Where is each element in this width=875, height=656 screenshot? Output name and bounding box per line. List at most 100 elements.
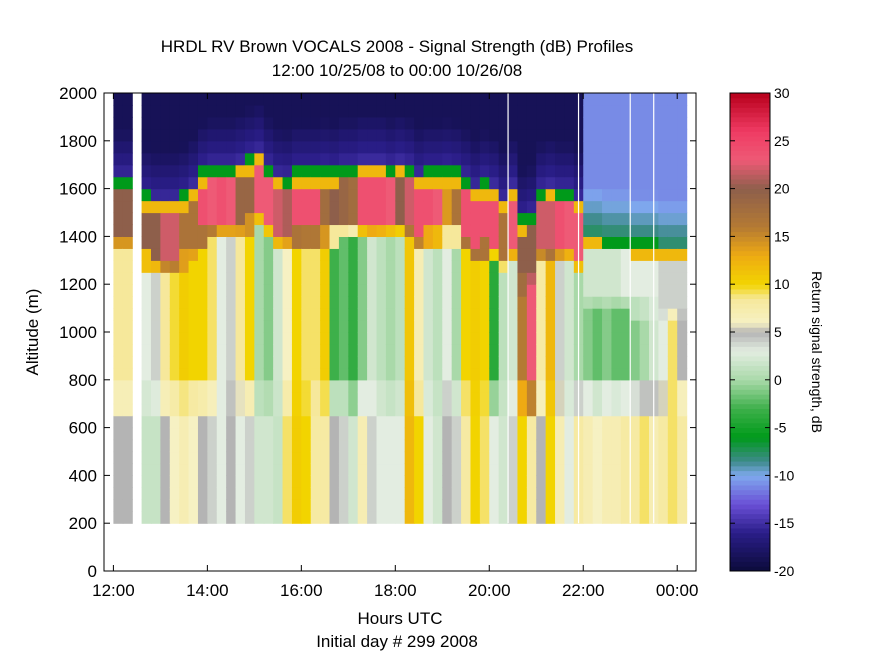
colorbar-cell <box>730 212 770 218</box>
heatmap-cell <box>404 272 415 285</box>
heatmap-cell <box>329 93 340 106</box>
heatmap-cell <box>301 463 312 476</box>
heatmap-cell <box>122 272 133 285</box>
colorbar-cell <box>730 341 770 347</box>
heatmap-cell <box>169 260 180 273</box>
heatmap-cell <box>207 308 218 321</box>
heatmap-cell <box>479 367 490 381</box>
heatmap-cell <box>310 260 321 273</box>
heatmap-cell <box>244 248 255 261</box>
heatmap-cell <box>423 320 434 333</box>
heatmap-cell <box>451 260 462 273</box>
heatmap-cell <box>592 320 603 333</box>
heatmap-cell <box>545 164 556 178</box>
colorbar-cell <box>730 284 770 290</box>
heatmap-cell <box>348 248 359 261</box>
heatmap-cell <box>357 164 368 178</box>
heatmap-cell <box>235 224 246 237</box>
heatmap-cell <box>423 391 434 405</box>
heatmap-cell <box>526 284 537 297</box>
heatmap-cell <box>611 140 622 154</box>
heatmap-cell <box>122 296 133 309</box>
heatmap-cell <box>498 104 509 118</box>
heatmap-cell <box>150 236 161 249</box>
heatmap-cell <box>592 236 603 249</box>
heatmap-cell <box>498 140 509 154</box>
heatmap-cell <box>376 415 387 429</box>
heatmap-cell <box>667 200 678 214</box>
heatmap-cell <box>526 116 537 130</box>
heatmap-cell <box>291 272 302 285</box>
heatmap-cell <box>179 128 190 142</box>
heatmap-cell <box>555 343 566 357</box>
heatmap-cell <box>498 272 509 285</box>
heatmap-cell <box>442 320 453 333</box>
heatmap-cell <box>188 248 199 261</box>
heatmap-cell <box>602 104 613 118</box>
heatmap-cell <box>113 248 124 261</box>
heatmap-cell <box>385 379 396 393</box>
heatmap-cell <box>348 104 359 118</box>
heatmap-cell <box>348 212 359 226</box>
heatmap-cell <box>470 475 481 488</box>
heatmap-cell <box>545 224 556 237</box>
heatmap-cell <box>329 104 340 118</box>
heatmap-cell <box>376 391 387 405</box>
heatmap-cell <box>320 212 331 226</box>
heatmap-cell <box>555 236 566 249</box>
heatmap-cell <box>489 248 500 261</box>
heatmap-cell <box>442 140 453 154</box>
heatmap-cell <box>536 415 547 429</box>
heatmap-cell <box>273 236 284 249</box>
heatmap-cell <box>282 355 293 369</box>
heatmap-cell <box>113 511 124 524</box>
heatmap-cell <box>470 296 481 309</box>
heatmap-cell <box>197 451 208 465</box>
heatmap-cell <box>489 224 500 237</box>
heatmap-cell <box>508 320 519 333</box>
heatmap-cell <box>320 296 331 309</box>
y-tick-label: 1400 <box>59 227 97 246</box>
heatmap-cell <box>150 272 161 285</box>
heatmap-cell <box>113 152 124 166</box>
heatmap-cell <box>282 367 293 381</box>
heatmap-cell <box>338 248 349 261</box>
heatmap-cell <box>526 355 537 369</box>
heatmap-cell <box>160 116 171 130</box>
heatmap-cell <box>583 487 594 500</box>
heatmap-cell <box>226 116 237 130</box>
heatmap-cell <box>395 200 406 214</box>
heatmap-cell <box>658 93 669 106</box>
heatmap-cell <box>526 308 537 321</box>
heatmap-cell <box>451 451 462 465</box>
heatmap-cell <box>451 104 462 118</box>
heatmap-cell <box>592 248 603 261</box>
heatmap-cell <box>555 451 566 465</box>
heatmap-cell <box>442 212 453 226</box>
heatmap-cell <box>404 224 415 237</box>
heatmap-cell <box>141 367 152 381</box>
heatmap-cell <box>395 296 406 309</box>
colorbar-cell <box>730 527 770 534</box>
heatmap-cell <box>122 499 133 512</box>
colorbar-cell <box>730 437 770 443</box>
heatmap-cell <box>150 320 161 333</box>
heatmap-cell <box>282 248 293 261</box>
heatmap-cell <box>150 355 161 369</box>
heatmap-cell <box>592 403 603 417</box>
heatmap-cell <box>226 463 237 476</box>
heatmap-cell <box>602 511 613 524</box>
heatmap-cell <box>564 415 575 429</box>
colorbar-tick-label: 15 <box>774 228 790 244</box>
heatmap-cell <box>235 511 246 524</box>
heatmap-cell <box>244 403 255 417</box>
heatmap-cell <box>592 332 603 345</box>
heatmap-cell <box>235 188 246 202</box>
heatmap-cell <box>141 248 152 261</box>
colorbar-cell <box>730 379 770 386</box>
heatmap-cell <box>517 93 528 106</box>
heatmap-cell <box>479 236 490 249</box>
colorbar-cell <box>730 346 770 352</box>
heatmap-cell <box>263 116 274 130</box>
heatmap-cell <box>461 272 472 285</box>
